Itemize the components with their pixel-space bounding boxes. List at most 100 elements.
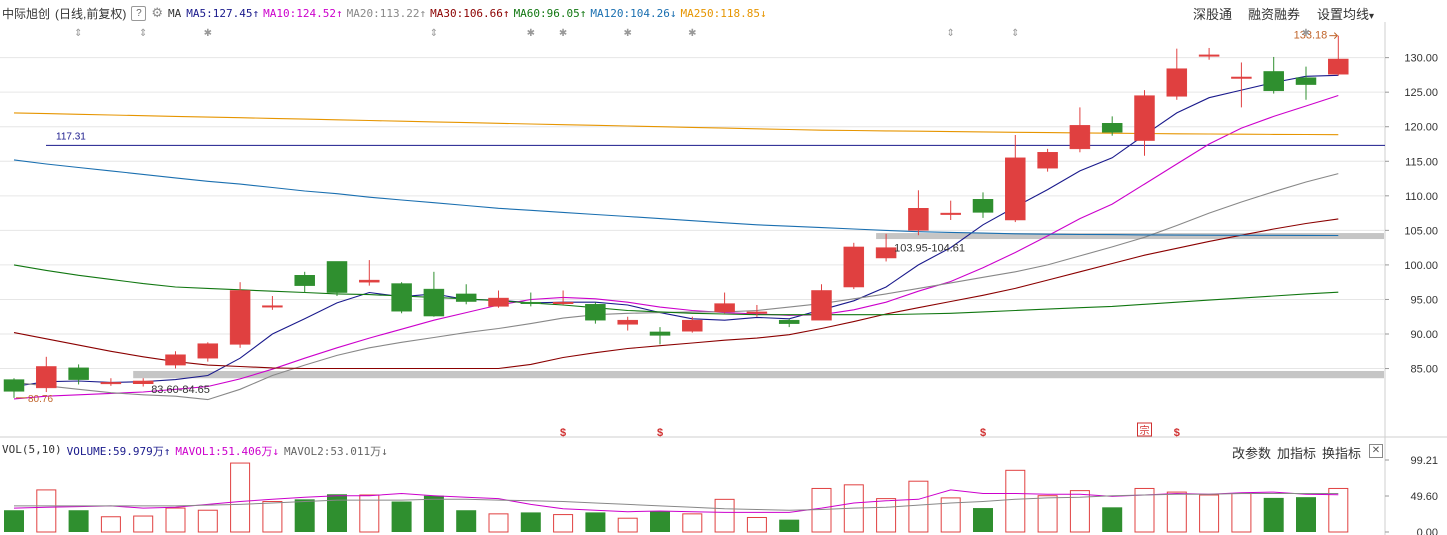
help-button[interactable]: ?: [131, 5, 147, 21]
event-badge-box: [1137, 422, 1152, 437]
ma-legend-item: MA10:124.52↑: [263, 6, 343, 20]
event-marker-icon: ⇕: [1011, 28, 1019, 39]
zone-label: 103.95-104.61: [894, 243, 965, 255]
candle-body: [1328, 58, 1349, 75]
volume-bar: [423, 495, 444, 532]
candle-body: [940, 212, 961, 215]
candle-body: [811, 290, 832, 321]
ma-line-ma120: [13, 159, 1339, 237]
candle-body: [165, 354, 186, 366]
support-zone: [133, 370, 1385, 379]
y-tick-label: 90.00: [1410, 329, 1438, 341]
candle-body: [36, 366, 57, 389]
ma-legend-item: MA250:118.85↓: [680, 6, 767, 20]
event-marker-icon: ⇕: [139, 28, 147, 39]
margin-trading-button[interactable]: 融资融券: [1248, 7, 1301, 22]
support-zone: [876, 233, 1384, 240]
ma-line-ma5: [13, 74, 1339, 388]
volume-bar: [359, 494, 380, 533]
candle-body: [197, 343, 219, 359]
event-marker-icon: ✱: [559, 28, 567, 39]
sgt-button[interactable]: 深股通: [1193, 7, 1233, 22]
volume-bar: [1263, 497, 1284, 532]
candle-body: [359, 279, 380, 283]
edit-params-button[interactable]: 改参数: [1232, 446, 1272, 461]
gear-icon[interactable]: ⚙: [151, 5, 163, 20]
candle-body: [1231, 76, 1252, 79]
add-indicator-button[interactable]: 加指标: [1277, 446, 1317, 461]
volume-bar: [68, 510, 89, 532]
candle-body: [229, 290, 251, 345]
event-marker-icon: ⇕: [74, 28, 82, 39]
dividend-marker: $: [980, 427, 986, 439]
volume-bar: [973, 508, 993, 532]
event-marker-icon: ⇕: [430, 28, 438, 39]
mavol1-value: MAVOL1:51.406万↓: [175, 445, 280, 458]
vol-y-tick-label: 49.60: [1410, 491, 1438, 503]
candle-body: [488, 297, 509, 307]
volume-bar: [1069, 490, 1090, 533]
period-label: (日线,前复权): [55, 6, 127, 21]
ma-line-ma10: [13, 94, 1339, 400]
ma-label: MA: [168, 6, 182, 20]
event-marker-icon: ✱: [1302, 28, 1310, 39]
candle-body: [132, 380, 154, 384]
volume-bar: [553, 514, 574, 533]
candle-body: [972, 199, 994, 213]
volume-bar: [294, 499, 315, 532]
event-marker-icon: ✱: [624, 28, 632, 39]
volume-bar: [1102, 507, 1123, 532]
high-price-label: 133.18: [1294, 30, 1328, 42]
hline-label: 117.31: [56, 131, 86, 142]
y-tick-label: 130.00: [1404, 53, 1438, 65]
candle-body: [1263, 71, 1284, 92]
candle-body: [262, 305, 283, 308]
low-price-label: 80.76: [28, 394, 53, 405]
volume-bar: [230, 462, 251, 533]
candle-body: [714, 303, 735, 313]
vol-y-tick-label: 99.21: [1410, 455, 1438, 467]
volume-bar: [1231, 493, 1252, 533]
y-tick-label: 125.00: [1404, 87, 1438, 99]
volume-bar: [908, 480, 929, 533]
volume-bar: [1005, 469, 1026, 533]
volume-header: VOL(5,10) VOLUME:59.979万↑ MAVOL1:51.406万…: [2, 443, 388, 459]
mavol2-line: [14, 493, 1339, 511]
switch-indicator-button[interactable]: 换指标: [1322, 446, 1362, 461]
vol-y-tick-label: 0.00: [1417, 527, 1438, 535]
event-marker-icon: ✱: [527, 28, 535, 39]
candle-body: [617, 319, 638, 325]
y-tick-label: 85.00: [1410, 364, 1438, 376]
candle-body: [294, 275, 315, 286]
volume-bar: [585, 512, 606, 532]
candle-body: [649, 331, 671, 336]
vol-label: VOL(5,10): [2, 443, 62, 456]
y-tick-label: 120.00: [1404, 122, 1438, 134]
candle-body: [1198, 54, 1220, 57]
ma-legend-item: MA5:127.45↑: [186, 6, 260, 20]
candle-body: [1295, 77, 1317, 85]
event-marker-icon: ✱: [688, 28, 696, 39]
candle-body: [1101, 123, 1123, 133]
volume-bar: [779, 519, 800, 532]
ma-legend-item: MA30:106.66↑: [430, 6, 510, 20]
volume-bar: [811, 487, 832, 533]
volume-bar: [520, 512, 541, 532]
y-tick-label: 105.00: [1404, 225, 1438, 237]
candle-body: [552, 301, 574, 304]
volume-value: VOLUME:59.979万↑: [66, 445, 171, 458]
ma-line-ma30: [13, 218, 1339, 370]
candle-body: [746, 311, 768, 314]
volume-bar: [36, 489, 57, 533]
event-marker-icon: ✱: [204, 28, 212, 39]
y-tick-label: 95.00: [1410, 294, 1438, 306]
stock-name: 中际旭创: [2, 6, 51, 21]
close-icon[interactable]: ✕: [1369, 444, 1383, 458]
high-arrowhead: [1333, 32, 1339, 40]
volume-bar: [1166, 491, 1187, 533]
ma-settings-button[interactable]: 设置均线▾: [1317, 7, 1375, 22]
candle-body: [1166, 68, 1188, 97]
volume-bar: [456, 510, 477, 532]
ma-legend-item: MA60:96.05↑: [513, 6, 587, 20]
